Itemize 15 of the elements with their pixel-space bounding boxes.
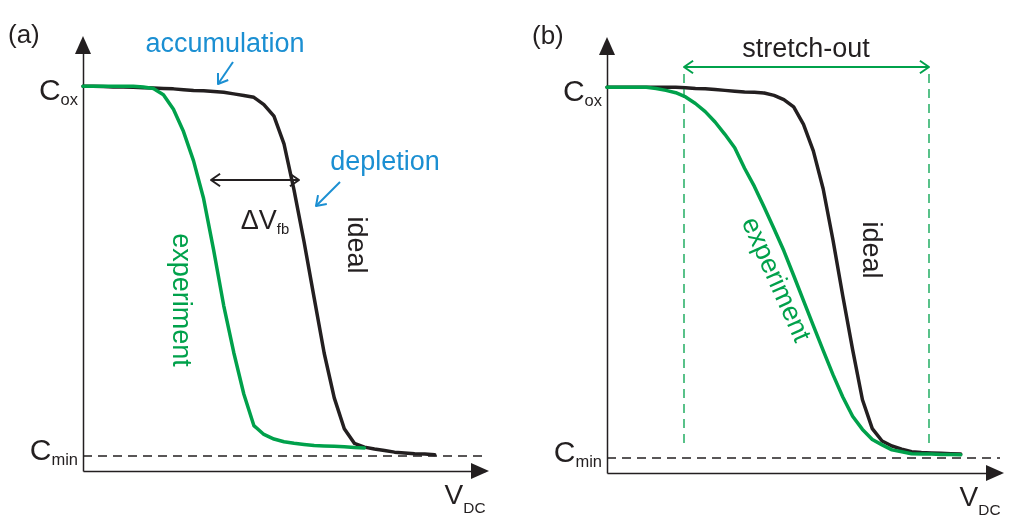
x-axis-title: V$_{DC}$ (959, 480, 1001, 517)
text: C$_{ox}$ (38, 72, 79, 109)
ref-line-label: C$_{min}$ (29, 432, 78, 469)
text: ideal (341, 216, 372, 274)
ref-line-label: C$_{min}$ (553, 434, 602, 471)
chart-title: (b) (532, 20, 564, 50)
annotation: ΔV$_{fb}$ (240, 205, 290, 237)
text: stretch-out (742, 33, 871, 64)
x-axis-title: V$_{DC}$ (444, 478, 486, 515)
annotation: depletion (330, 146, 440, 177)
text: ideal (856, 221, 887, 279)
text: C$_{ox}$ (562, 73, 603, 110)
text: accumulation (145, 28, 305, 59)
text: experiment (166, 233, 197, 368)
chart-title: (a) (8, 19, 40, 49)
